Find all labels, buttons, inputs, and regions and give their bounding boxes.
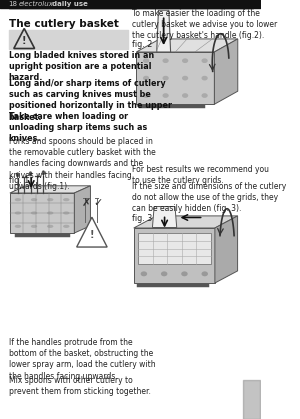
- Text: !: !: [22, 36, 26, 47]
- Ellipse shape: [29, 171, 32, 176]
- Ellipse shape: [182, 58, 188, 63]
- Polygon shape: [215, 216, 238, 283]
- Ellipse shape: [63, 225, 70, 228]
- Text: fig. 1: fig. 1: [9, 176, 29, 185]
- Ellipse shape: [141, 235, 147, 240]
- Polygon shape: [152, 207, 177, 228]
- Ellipse shape: [143, 58, 149, 63]
- Ellipse shape: [161, 235, 167, 240]
- Ellipse shape: [143, 93, 149, 98]
- Ellipse shape: [42, 170, 45, 175]
- Ellipse shape: [47, 212, 53, 215]
- Ellipse shape: [163, 93, 169, 98]
- Text: ✓: ✓: [93, 198, 103, 207]
- Ellipse shape: [63, 198, 70, 201]
- Ellipse shape: [15, 198, 21, 201]
- Ellipse shape: [181, 235, 188, 240]
- Ellipse shape: [31, 212, 37, 215]
- Text: !: !: [90, 230, 94, 240]
- Ellipse shape: [202, 272, 208, 276]
- Text: ✗: ✗: [81, 198, 91, 207]
- Ellipse shape: [141, 272, 147, 276]
- FancyBboxPatch shape: [138, 233, 211, 264]
- Ellipse shape: [202, 93, 208, 98]
- Polygon shape: [134, 216, 238, 228]
- Polygon shape: [77, 217, 107, 247]
- FancyBboxPatch shape: [10, 193, 74, 233]
- Ellipse shape: [202, 235, 208, 240]
- Polygon shape: [74, 186, 90, 233]
- Polygon shape: [214, 39, 238, 104]
- Ellipse shape: [161, 272, 167, 276]
- Text: Mix spoons with other cutlery to
prevent them from sticking together.: Mix spoons with other cutlery to prevent…: [9, 376, 151, 396]
- Polygon shape: [136, 39, 238, 52]
- Ellipse shape: [202, 76, 208, 80]
- Ellipse shape: [31, 198, 37, 201]
- Ellipse shape: [15, 225, 21, 228]
- Text: electrolux: electrolux: [19, 1, 54, 7]
- Text: If the size and dimensions of the cutlery
do not allow the use of the grids, the: If the size and dimensions of the cutler…: [132, 182, 286, 213]
- Ellipse shape: [47, 198, 53, 201]
- Text: The cutlery basket: The cutlery basket: [9, 19, 118, 29]
- Text: daily use: daily use: [52, 1, 88, 7]
- FancyBboxPatch shape: [136, 52, 214, 104]
- Text: For best results we recommend you
to use the cutlery grids.: For best results we recommend you to use…: [132, 165, 269, 185]
- Polygon shape: [157, 10, 171, 52]
- Ellipse shape: [163, 76, 169, 80]
- Text: 18: 18: [9, 1, 18, 7]
- Ellipse shape: [182, 76, 188, 80]
- FancyBboxPatch shape: [134, 228, 215, 283]
- Text: fig. 2: fig. 2: [132, 40, 152, 49]
- Ellipse shape: [31, 225, 37, 228]
- Ellipse shape: [141, 253, 147, 258]
- Ellipse shape: [15, 212, 21, 215]
- Ellipse shape: [143, 76, 149, 80]
- Ellipse shape: [161, 253, 167, 258]
- Ellipse shape: [182, 93, 188, 98]
- Text: Take care when loading or
unloading sharp items such as
knives.: Take care when loading or unloading shar…: [9, 112, 147, 143]
- Ellipse shape: [16, 172, 20, 177]
- Ellipse shape: [202, 58, 208, 63]
- Text: To make easier the loading of the
cutlery basket we advise you to lower
the cutl: To make easier the loading of the cutler…: [132, 9, 277, 41]
- Ellipse shape: [47, 225, 53, 228]
- Text: Long and/or sharp items of cutlery
such as carving knives must be
positioned hor: Long and/or sharp items of cutlery such …: [9, 79, 172, 122]
- Ellipse shape: [63, 212, 70, 215]
- Ellipse shape: [202, 253, 208, 258]
- Text: If the handles protrude from the
bottom of the basket, obstructing the
lower spr: If the handles protrude from the bottom …: [9, 338, 155, 381]
- Text: Long bladed knives stored in an
upright position are a potential
hazard.: Long bladed knives stored in an upright …: [9, 51, 154, 83]
- Polygon shape: [10, 186, 90, 193]
- Ellipse shape: [181, 253, 188, 258]
- Text: fig. 3: fig. 3: [132, 214, 152, 223]
- Ellipse shape: [163, 58, 169, 63]
- Ellipse shape: [181, 272, 188, 276]
- Text: Forks and spoons should be placed in
the removable cutlery basket with the
handl: Forks and spoons should be placed in the…: [9, 137, 155, 191]
